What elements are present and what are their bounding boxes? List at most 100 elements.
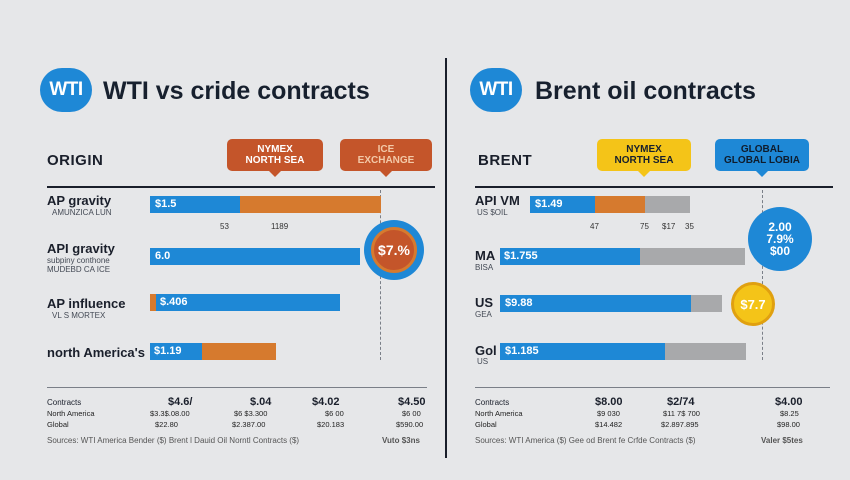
bar-brent-us-ext [691, 295, 722, 312]
row-sublabel: AMUNZICA LUN [52, 208, 112, 217]
row-sublabel: BISA [475, 263, 494, 272]
table-header: Contracts [475, 398, 510, 407]
bar-wti-influence-ext [150, 294, 156, 311]
bar-brent-api [530, 196, 595, 213]
callout-line: NYMEX [257, 144, 293, 155]
source-note-right: Vuto $3ns [382, 436, 420, 445]
table-cell: $14.482 [595, 420, 623, 429]
left-axis-line [47, 186, 435, 188]
callout-line: GLOBAL [740, 144, 784, 155]
right-panel: WTI Brent oil contracts BRENT NYMEX NORT… [425, 0, 850, 480]
bar-wti-na [150, 343, 202, 360]
bubble-line: 2.00 [768, 220, 792, 234]
row-sublabel: VL S MORTEX [52, 311, 106, 320]
table-cell: $2.387.00 [232, 420, 266, 429]
left-panel: WTI WTI vs cride contracts ORIGIN NYMEX … [40, 68, 435, 445]
bar-value-label: 6.0 [155, 250, 171, 262]
table-cell: $98.00 [777, 420, 800, 429]
nymex-callout: NYMEX NORTH SEA [597, 139, 691, 177]
right-top-bubble: 2.00 7.9% $00 [748, 207, 812, 271]
bar-wti-influence [156, 294, 340, 311]
bar-brent-api-mid [595, 196, 645, 213]
table-cell: $8.25 [780, 409, 799, 418]
wti-logo: WTI [470, 68, 522, 112]
left-title: WTI vs cride contracts [103, 77, 370, 105]
bar-value-label: $9.88 [505, 297, 533, 309]
bar-value-label: $1.185 [505, 345, 539, 357]
callout-line: ICE [377, 144, 395, 155]
row-label: US [475, 295, 494, 310]
right-foot-rule [475, 387, 830, 388]
table-header: $4.00 [775, 396, 803, 408]
bar-wti-gravity [150, 196, 240, 213]
right-bubble: $7.7 [731, 282, 775, 326]
left-bubble: $7.% [371, 227, 417, 273]
table-cell: Global [475, 420, 497, 429]
bar-wti-gravity-ext [240, 196, 381, 213]
callout-line: NYMEX [626, 144, 662, 155]
bar-brent-us [500, 295, 691, 312]
callout-line: GLOBAL LOBIA [724, 155, 800, 166]
table-header: $4.50 [398, 396, 426, 408]
source-note: Sources: WTI America ($) Gee od Brent fe… [475, 436, 696, 445]
source-note-right: Valer $5tes [761, 436, 803, 445]
left-bubble-ring: $7.% [364, 220, 424, 280]
table-header: $2/74 [667, 396, 695, 408]
table-header: $8.00 [595, 396, 623, 408]
tick-label: 53 [220, 222, 229, 231]
bar-wti-na-ext [202, 343, 276, 360]
row-label: MA [475, 248, 496, 263]
table-cell: $22.80 [155, 420, 178, 429]
right-section-label: BRENT [478, 152, 533, 169]
bar-wti-api [150, 248, 360, 265]
bar-brent-gol-ext [665, 343, 746, 360]
table-cell: $590.00 [396, 420, 424, 429]
right-title: Brent oil contracts [535, 77, 756, 105]
callout-line: NORTH SEA [614, 155, 674, 166]
tick-label: 75 [640, 222, 649, 231]
bar-brent-gol [500, 343, 665, 360]
nymex-callout: NYMEX NORTH SEA [227, 139, 323, 177]
row-sublabel: subpiny conthone [47, 256, 110, 265]
bubble-line: $00 [769, 244, 791, 258]
bar-brent-ma [500, 248, 640, 265]
bar-brent-api-ext [645, 196, 690, 213]
bar-value-label: $1.755 [504, 250, 538, 262]
bar-brent-ma-ext [640, 248, 745, 265]
panel-divider [445, 58, 447, 458]
row-label: north America's [47, 345, 145, 360]
table-header: $4.6/ [168, 396, 193, 408]
bar-value-label: $1.5 [155, 198, 177, 210]
bar-value-label: $1.19 [154, 345, 182, 357]
wti-logo: WTI [40, 68, 92, 112]
table-header: $4.02 [312, 396, 340, 408]
right-axis-line [475, 186, 833, 188]
row-sublabel: US $OIL [477, 208, 508, 217]
table-cell: $11 7$ 700 [663, 409, 700, 418]
left-foot-rule [47, 387, 427, 388]
table-cell: Global [47, 420, 69, 429]
table-cell: $6 00 [402, 409, 421, 418]
tick-label: 35 [685, 222, 694, 231]
tick-label: $17 [662, 222, 676, 231]
bar-value-label: $1.49 [535, 198, 563, 210]
table-cell: $9 030 [597, 409, 620, 418]
source-note: Sources: WTI America Bender ($) Brent l … [47, 436, 300, 445]
table-header: $.04 [250, 396, 272, 408]
ice-callout: ICE EXCHANGE [340, 139, 432, 177]
tick-label: 47 [590, 222, 599, 231]
right-ref-line [762, 190, 763, 360]
row-label: Gol [475, 343, 497, 358]
tick-label: 1189 [271, 222, 289, 231]
row-label: AP influence [47, 296, 126, 311]
table-cell: $6 $3.300 [234, 409, 268, 418]
bubble-line: 7.9% [766, 232, 794, 246]
callout-line: EXCHANGE [357, 155, 415, 166]
table-cell: $20.183 [317, 420, 345, 429]
row-sublabel: GEA [475, 310, 492, 319]
callout-line: NORTH SEA [245, 155, 305, 166]
row-sublabel: MUDEBD CA ICE [47, 265, 111, 274]
row-label: API gravity [47, 241, 115, 256]
global-callout: GLOBAL GLOBAL LOBIA [715, 139, 809, 177]
table-cell: $6 00 [325, 409, 344, 418]
